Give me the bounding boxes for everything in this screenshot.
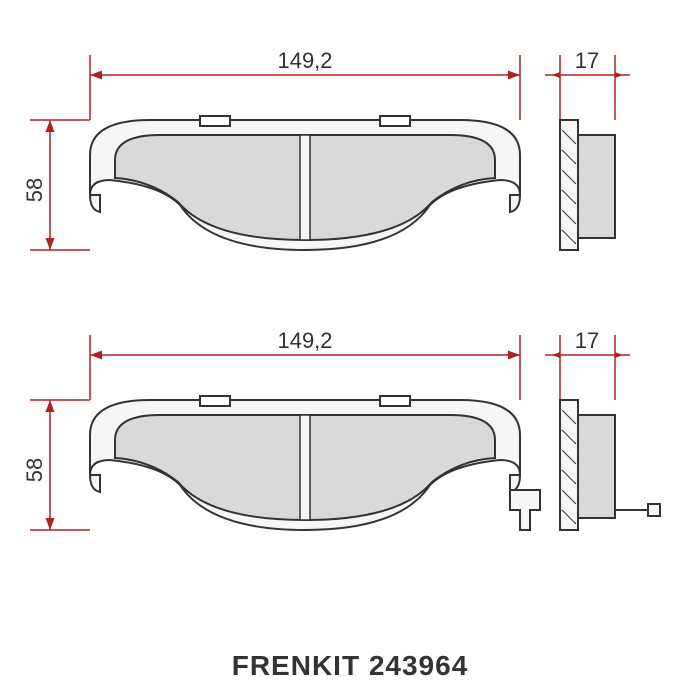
dim-height-row2: 58: [22, 400, 90, 530]
dim-width-row2: 149,2: [90, 328, 520, 400]
thickness-label-1: 17: [575, 48, 599, 73]
dim-height-row1: 58: [22, 120, 90, 250]
height-label-1: 58: [22, 178, 47, 202]
dim-thickness-row1: 17: [545, 48, 630, 120]
width-label-1: 149,2: [277, 48, 332, 73]
pad1-front: [90, 116, 520, 250]
width-label-2: 149,2: [277, 328, 332, 353]
brand-text: FRENKIT: [232, 650, 360, 681]
diagram-canvas: 149,2 17 58: [0, 0, 700, 700]
height-label-2: 58: [22, 458, 47, 482]
pad1-side: [560, 120, 615, 250]
thickness-label-2: 17: [575, 328, 599, 353]
pad2-side: [560, 400, 660, 530]
dim-width-row1: 149,2: [90, 48, 520, 120]
footer-part-label: FRENKIT 243964: [0, 650, 700, 682]
pad2-front: [90, 396, 540, 530]
dim-thickness-row2: 17: [545, 328, 630, 400]
part-number-text: 243964: [369, 650, 468, 681]
brake-pad-drawing: 149,2 17 58: [0, 0, 700, 700]
